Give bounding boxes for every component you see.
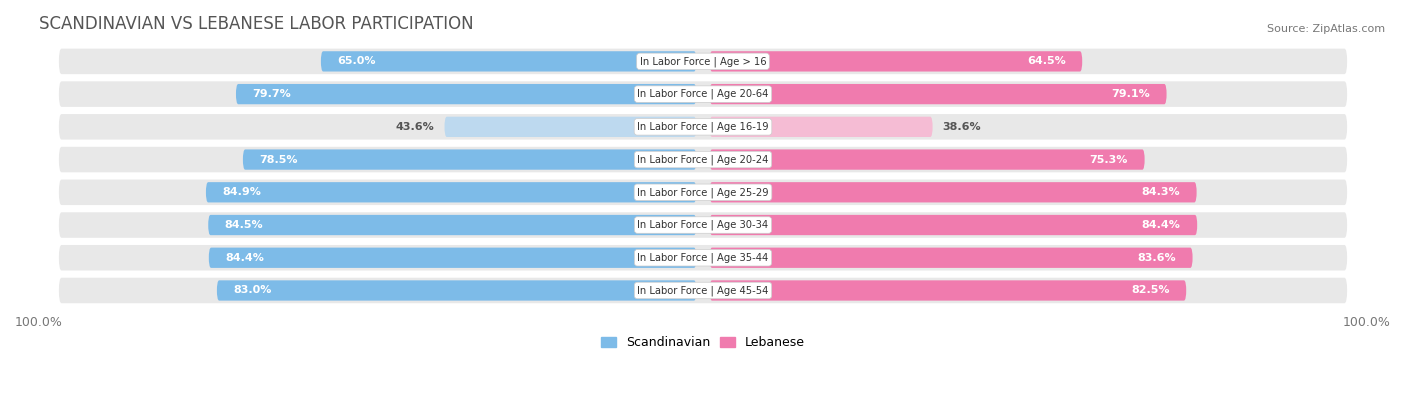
Text: 65.0%: 65.0% [337, 56, 375, 66]
Text: In Labor Force | Age 25-29: In Labor Force | Age 25-29 [637, 187, 769, 198]
Text: 84.4%: 84.4% [225, 253, 264, 263]
FancyBboxPatch shape [710, 51, 1083, 71]
FancyBboxPatch shape [710, 117, 932, 137]
FancyBboxPatch shape [444, 117, 696, 137]
Text: 64.5%: 64.5% [1026, 56, 1066, 66]
Text: In Labor Force | Age 30-34: In Labor Force | Age 30-34 [637, 220, 769, 230]
FancyBboxPatch shape [710, 84, 1167, 104]
Text: 84.4%: 84.4% [1142, 220, 1181, 230]
FancyBboxPatch shape [59, 147, 1347, 172]
Text: In Labor Force | Age 16-19: In Labor Force | Age 16-19 [637, 122, 769, 132]
Text: 79.7%: 79.7% [253, 89, 291, 99]
FancyBboxPatch shape [710, 280, 1187, 301]
Text: 38.6%: 38.6% [942, 122, 981, 132]
FancyBboxPatch shape [321, 51, 696, 71]
FancyBboxPatch shape [208, 215, 696, 235]
FancyBboxPatch shape [710, 149, 1144, 170]
Text: 78.5%: 78.5% [260, 154, 298, 165]
FancyBboxPatch shape [208, 248, 696, 268]
FancyBboxPatch shape [59, 49, 1347, 74]
Text: 75.3%: 75.3% [1090, 154, 1128, 165]
FancyBboxPatch shape [59, 114, 1347, 139]
FancyBboxPatch shape [59, 180, 1347, 205]
FancyBboxPatch shape [710, 182, 1197, 203]
Text: 83.6%: 83.6% [1137, 253, 1175, 263]
Text: Source: ZipAtlas.com: Source: ZipAtlas.com [1267, 24, 1385, 34]
FancyBboxPatch shape [217, 280, 696, 301]
FancyBboxPatch shape [59, 245, 1347, 271]
Text: 79.1%: 79.1% [1111, 89, 1150, 99]
Text: 84.3%: 84.3% [1142, 187, 1180, 197]
Text: 84.9%: 84.9% [222, 187, 262, 197]
Text: In Labor Force | Age 45-54: In Labor Force | Age 45-54 [637, 285, 769, 296]
Text: 82.5%: 82.5% [1132, 286, 1170, 295]
Text: 43.6%: 43.6% [395, 122, 434, 132]
FancyBboxPatch shape [205, 182, 696, 203]
FancyBboxPatch shape [59, 278, 1347, 303]
Text: SCANDINAVIAN VS LEBANESE LABOR PARTICIPATION: SCANDINAVIAN VS LEBANESE LABOR PARTICIPA… [39, 15, 474, 33]
FancyBboxPatch shape [236, 84, 696, 104]
FancyBboxPatch shape [710, 215, 1198, 235]
Text: 83.0%: 83.0% [233, 286, 271, 295]
Text: In Labor Force | Age 35-44: In Labor Force | Age 35-44 [637, 252, 769, 263]
Text: 84.5%: 84.5% [225, 220, 263, 230]
FancyBboxPatch shape [243, 149, 696, 170]
FancyBboxPatch shape [710, 248, 1192, 268]
FancyBboxPatch shape [59, 212, 1347, 238]
Text: In Labor Force | Age 20-64: In Labor Force | Age 20-64 [637, 89, 769, 100]
Legend: Scandinavian, Lebanese: Scandinavian, Lebanese [596, 331, 810, 354]
Text: In Labor Force | Age > 16: In Labor Force | Age > 16 [640, 56, 766, 67]
FancyBboxPatch shape [59, 81, 1347, 107]
Text: In Labor Force | Age 20-24: In Labor Force | Age 20-24 [637, 154, 769, 165]
